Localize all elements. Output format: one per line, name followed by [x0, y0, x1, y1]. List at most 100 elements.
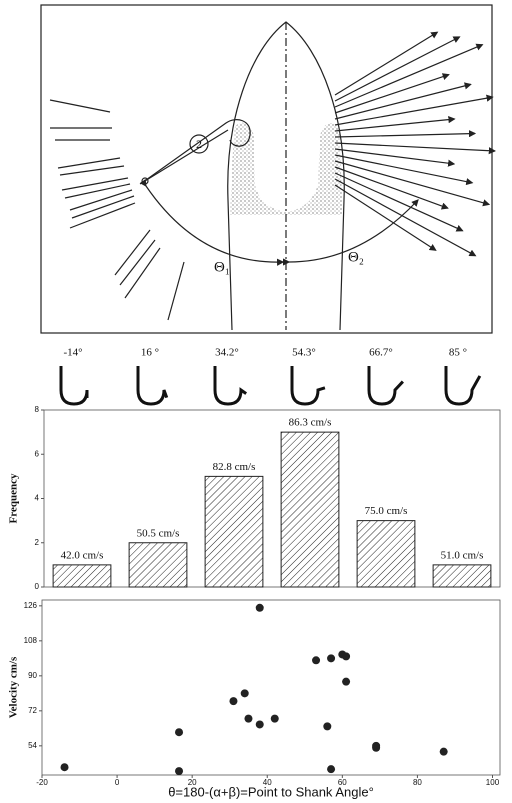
bar: [356, 520, 416, 588]
trace-line: [167, 261, 185, 321]
arrow-ray: [334, 178, 477, 257]
x-tick-label: 40: [263, 778, 272, 787]
angle-label: 16 °: [141, 347, 159, 359]
trace-line: [59, 165, 125, 176]
y-tick-label: 4: [35, 494, 40, 503]
bar: [128, 542, 188, 588]
hook-icon: [136, 366, 169, 406]
bar-annotation: 82.8 cm/s: [213, 461, 256, 473]
arrow-ray: [334, 73, 450, 114]
rays: [49, 31, 496, 321]
bar-annotation: 51.0 cm/s: [441, 549, 484, 561]
point: [327, 765, 336, 774]
trace-line: [114, 229, 151, 276]
bar-annotation: 42.0 cm/s: [61, 549, 104, 561]
angle-label: -14°: [63, 347, 82, 359]
angle-label: 66.7°: [369, 347, 393, 359]
point: [255, 603, 264, 612]
point: [439, 747, 448, 756]
point: [270, 714, 279, 723]
angle-arc: [282, 199, 419, 266]
y-tick-label: 54: [28, 741, 37, 750]
arrow-ray: [334, 43, 484, 108]
y-tick-label: 0: [35, 582, 40, 591]
plot-frame: [41, 599, 501, 776]
point: [372, 743, 381, 752]
diagram-label: 2: [196, 137, 202, 151]
point: [60, 763, 69, 772]
point: [229, 697, 238, 706]
y-tick-label: 72: [28, 706, 37, 715]
diagram-label: Θ₁: [214, 259, 230, 275]
trace-line: [64, 183, 131, 199]
arrow-ray: [334, 160, 491, 207]
arrow-ray: [334, 130, 477, 138]
point: [244, 714, 253, 723]
arrow-ray: [334, 166, 449, 210]
arrow-ray: [334, 36, 461, 102]
x-tick-label: -20: [36, 778, 48, 787]
x-tick-label: 80: [413, 778, 422, 787]
trace-line: [61, 177, 129, 191]
diagram-frame: [40, 4, 493, 334]
arrow-ray: [334, 148, 456, 167]
bar: [280, 431, 340, 588]
point: [342, 677, 351, 686]
hook-icon: [213, 366, 248, 406]
angle-arc: [139, 179, 285, 266]
x-tick-label: 20: [188, 778, 197, 787]
trace-line: [71, 195, 135, 219]
arrow-ray: [334, 172, 464, 232]
bar-annotation: 75.0 cm/s: [365, 505, 408, 517]
bar: [432, 564, 492, 588]
y-tick-label: 126: [24, 601, 38, 610]
point: [240, 689, 249, 698]
trace-line: [119, 239, 156, 286]
point: [323, 722, 332, 731]
trace-line: [69, 202, 136, 229]
diagram: [40, 4, 496, 334]
hook-icon: [444, 366, 482, 406]
hook-icon: [367, 366, 404, 406]
y-tick-label: 8: [35, 405, 40, 414]
bar: [204, 475, 264, 588]
y-tick-label: 108: [24, 636, 38, 645]
trace-line: [57, 157, 121, 169]
y-axis-label: Velocity cm/s: [8, 656, 20, 718]
arrow-ray: [334, 116, 456, 132]
point: [255, 720, 264, 729]
label-circle: [189, 134, 209, 154]
angle-label: 54.3°: [292, 347, 316, 359]
hook-icons: [59, 366, 482, 406]
arrow-ray: [334, 184, 437, 251]
x-axis-label: θ=180-(α+β)=Point to Shank Angle°: [168, 784, 374, 799]
x-tick-label: 60: [338, 778, 347, 787]
y-tick-label: 90: [28, 671, 37, 680]
angle-label: 34.2°: [215, 347, 239, 359]
y-axis-label: Frequency: [8, 473, 20, 523]
hook-wire: [139, 129, 229, 185]
point: [312, 656, 321, 665]
point: [338, 650, 347, 659]
x-tick-label: 0: [115, 778, 120, 787]
hook-icon: [59, 366, 89, 406]
bar: [52, 564, 112, 588]
y-tick-label: 2: [35, 538, 40, 547]
plot-frame: [43, 409, 501, 588]
bar-annotation: 50.5 cm/s: [137, 527, 180, 539]
trace-line: [49, 99, 111, 113]
diagram-label: Θ₂: [348, 249, 364, 265]
hook-wire: [145, 119, 251, 181]
angle-label: 85 °: [449, 347, 467, 359]
hook-icon: [290, 366, 326, 406]
point: [327, 654, 336, 663]
trace-line: [69, 189, 133, 211]
bar-annotation: 86.3 cm/s: [289, 417, 332, 429]
arrow-ray: [334, 82, 472, 120]
arrow-ray: [334, 94, 494, 126]
point: [175, 767, 184, 776]
trace-line: [124, 247, 161, 299]
arrow-ray: [334, 31, 439, 96]
y-tick-label: 6: [35, 449, 40, 458]
